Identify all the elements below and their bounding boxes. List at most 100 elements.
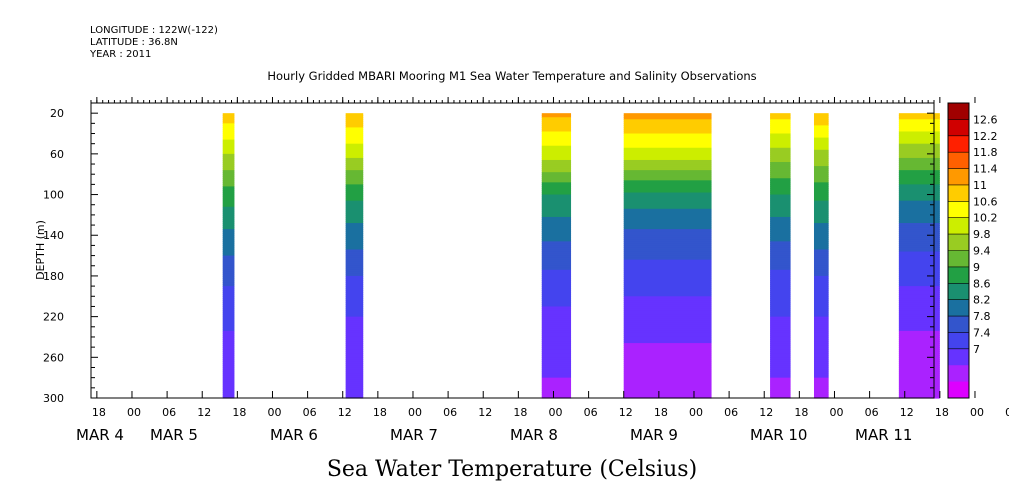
temperature-cell — [541, 310, 572, 314]
temperature-cell — [770, 351, 791, 354]
temperature-cell — [623, 259, 712, 263]
temperature-cell — [898, 369, 940, 373]
temperature-cell — [345, 359, 364, 362]
temperature-cell — [770, 271, 791, 275]
latitude-label: LATITUDE : 36.8N — [90, 37, 178, 48]
temperature-cell — [770, 275, 791, 279]
temperature-cell — [813, 343, 829, 346]
temperature-cell — [898, 227, 940, 230]
temperature-cell — [623, 155, 712, 159]
temperature-cell — [222, 275, 235, 279]
temperature-cell — [813, 284, 829, 287]
temperature-cell — [345, 385, 364, 389]
temperature-cell — [345, 231, 364, 234]
colorbar-swatch — [948, 135, 969, 153]
temperature-cell — [623, 243, 712, 247]
temperature-cell — [541, 286, 572, 289]
temperature-cell — [813, 355, 829, 358]
temperature-cell — [345, 227, 364, 230]
temperature-cell — [541, 381, 572, 385]
temperature-cell — [898, 123, 940, 126]
temperature-cell — [898, 157, 940, 161]
temperature-cell — [222, 221, 235, 224]
temperature-cell — [345, 355, 364, 358]
temperature-cell — [770, 198, 791, 202]
temperature-cell — [813, 168, 829, 171]
temperature-cell — [222, 288, 235, 291]
temperature-cell — [541, 168, 572, 171]
temperature-cell — [770, 237, 791, 240]
temperature-cell — [541, 233, 572, 236]
temperature-cell — [813, 162, 829, 165]
temperature-cell — [813, 131, 829, 135]
colorbar-swatch — [948, 119, 969, 137]
temperature-cell — [541, 324, 572, 328]
temperature-cell — [813, 336, 829, 340]
temperature-cell — [541, 349, 572, 352]
x-date-label: MAR 7 — [390, 426, 438, 444]
colorbar-label: 7.8 — [973, 310, 991, 323]
temperature-cell — [222, 218, 235, 222]
x-tick-label: 12 — [900, 406, 914, 419]
temperature-cell — [898, 255, 940, 259]
temperature-cell — [898, 121, 940, 124]
temperature-cell — [623, 357, 712, 360]
temperature-cell — [623, 186, 712, 190]
temperature-cell — [813, 328, 829, 332]
temperature-cell — [813, 296, 829, 299]
temperature-cell — [770, 251, 791, 255]
x-tick-label: 00 — [970, 406, 984, 419]
temperature-cell — [345, 288, 364, 291]
temperature-cell — [898, 188, 940, 192]
temperature-cell — [623, 332, 712, 336]
temperature-cell — [813, 218, 829, 222]
temperature-cell — [345, 300, 364, 303]
temperature-cell — [623, 239, 712, 242]
colorbar-swatch — [948, 266, 969, 284]
y-tick-label: 140 — [43, 229, 64, 242]
temperature-cell — [623, 367, 712, 371]
temperature-cell — [813, 129, 829, 133]
temperature-cell — [623, 200, 712, 204]
temperature-cell — [813, 221, 829, 224]
temperature-cell — [898, 129, 940, 133]
temperature-cell — [345, 363, 364, 367]
temperature-cell — [813, 214, 829, 218]
temperature-cell — [623, 302, 712, 306]
temperature-cell — [898, 294, 940, 297]
temperature-cell — [222, 133, 235, 137]
temperature-cell — [813, 290, 829, 293]
temperature-cell — [898, 214, 940, 218]
temperature-cell — [813, 184, 829, 188]
temperature-cell — [770, 300, 791, 303]
temperature-cell — [623, 355, 712, 358]
temperature-cell — [222, 387, 235, 391]
temperature-cell — [222, 174, 235, 177]
temperature-cell — [898, 365, 940, 369]
temperature-cell — [813, 157, 829, 161]
temperature-cell — [770, 298, 791, 301]
temperature-cell — [623, 363, 712, 367]
temperature-cell — [898, 259, 940, 263]
temperature-cell — [770, 159, 791, 163]
temperature-cell — [222, 298, 235, 301]
temperature-cell — [541, 145, 572, 149]
temperature-cell — [222, 198, 235, 202]
temperature-cell — [222, 280, 235, 283]
temperature-cell — [345, 143, 364, 147]
temperature-cell — [222, 188, 235, 192]
temperature-cell — [770, 267, 791, 271]
temperature-cell — [770, 166, 791, 169]
temperature-cell — [770, 257, 791, 261]
temperature-cell — [222, 204, 235, 208]
temperature-cell — [898, 218, 940, 222]
temperature-cell — [541, 212, 572, 216]
x-tick-label: 06 — [443, 406, 457, 419]
temperature-cell — [898, 328, 940, 332]
temperature-cell — [813, 365, 829, 369]
temperature-cell — [813, 115, 829, 118]
temperature-cell — [623, 190, 712, 194]
temperature-cell — [345, 273, 364, 277]
temperature-cell — [623, 237, 712, 240]
x-date-label: MAR 5 — [150, 426, 198, 444]
